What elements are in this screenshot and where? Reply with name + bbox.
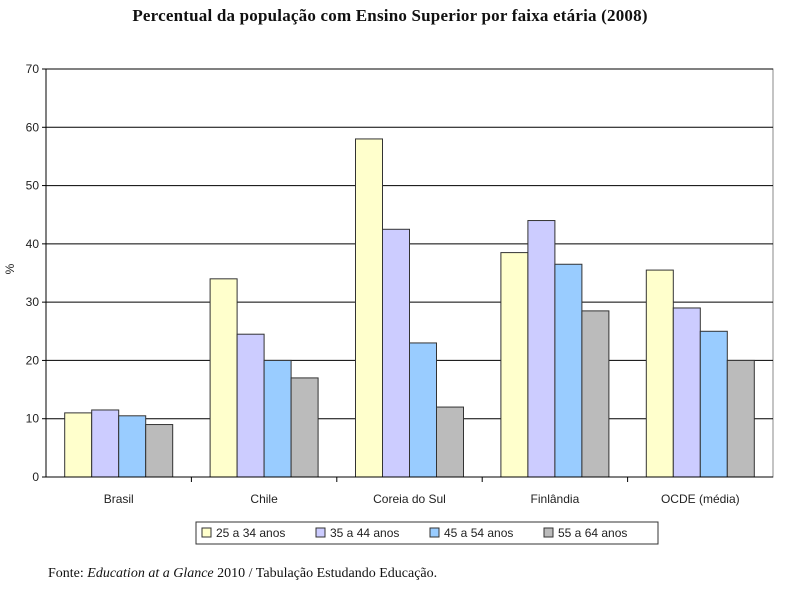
legend-label: 55 a 64 anos	[558, 526, 627, 540]
legend-label: 25 a 34 anos	[216, 526, 285, 540]
bar-0-3	[145, 424, 174, 478]
y-tick-label: 20	[26, 353, 40, 367]
bar-2-1	[382, 228, 410, 478]
bar-3-0	[500, 252, 529, 478]
bar-4-0	[645, 269, 674, 478]
y-tick-label: 30	[26, 295, 40, 309]
y-tick-labels: 0 10 20 30 40 50 60 70	[26, 62, 40, 484]
y-tick-label: 40	[26, 237, 40, 251]
legend-swatch	[315, 527, 326, 538]
legend-box	[195, 521, 659, 545]
bar-chart: % 0 10 20 30 40 50 60 70 Brasil Chile Coreia do S…	[3, 62, 774, 545]
bar-0-0	[64, 412, 93, 478]
legend: 25 a 34 anos 35 a 44 anos 45 a 54 anos 55 a…	[195, 521, 659, 545]
bar-1-1	[236, 333, 265, 478]
legend-label: 35 a 44 anos	[330, 526, 399, 540]
source-suffix: 2010 / Tabulação Estudando Educação.	[213, 566, 438, 581]
bar-1-0	[209, 278, 238, 478]
axes: %	[3, 68, 773, 482]
category-labels: Brasil Chile Coreia do Sul Finlândia OCDE (m…	[104, 492, 740, 506]
legend-swatch	[429, 527, 440, 538]
chart-title: Percentual da população com Ensino Super…	[132, 6, 648, 25]
bar-0-1	[91, 409, 120, 478]
bar-4-3	[726, 359, 755, 478]
bars	[64, 138, 755, 478]
y-tick-label: 50	[26, 179, 40, 193]
category-label: Finlândia	[531, 492, 580, 506]
legend-label: 45 a 54 anos	[444, 526, 513, 540]
category-label: Coreia do Sul	[373, 492, 446, 506]
source-note: Fonte: Education at a Glance 2010 / Tabu…	[48, 566, 437, 582]
category-label: Chile	[250, 492, 278, 506]
bar-0-2	[118, 415, 147, 478]
bar-3-3	[581, 310, 610, 478]
y-tick-label: 70	[26, 62, 40, 76]
category-label: Brasil	[104, 492, 134, 506]
y-tick-label: 0	[32, 470, 39, 484]
y-axis-title: %	[3, 263, 17, 274]
bar-4-2	[699, 330, 728, 478]
legend-swatch	[201, 527, 212, 538]
bar-2-2	[409, 342, 437, 478]
bar-4-1	[672, 307, 701, 478]
y-tick-label: 60	[26, 120, 40, 134]
category-label: OCDE (média)	[661, 492, 740, 506]
source-prefix: Fonte:	[48, 566, 88, 581]
bar-1-2	[263, 359, 292, 478]
bar-1-3	[290, 377, 319, 478]
source-publication: Education at a Glance	[87, 566, 214, 581]
bar-2-0	[355, 138, 383, 478]
y-tick-label: 10	[26, 412, 40, 426]
bar-3-2	[554, 263, 583, 478]
bar-3-1	[527, 220, 556, 478]
bar-2-3	[436, 406, 464, 478]
legend-swatch	[543, 527, 554, 538]
